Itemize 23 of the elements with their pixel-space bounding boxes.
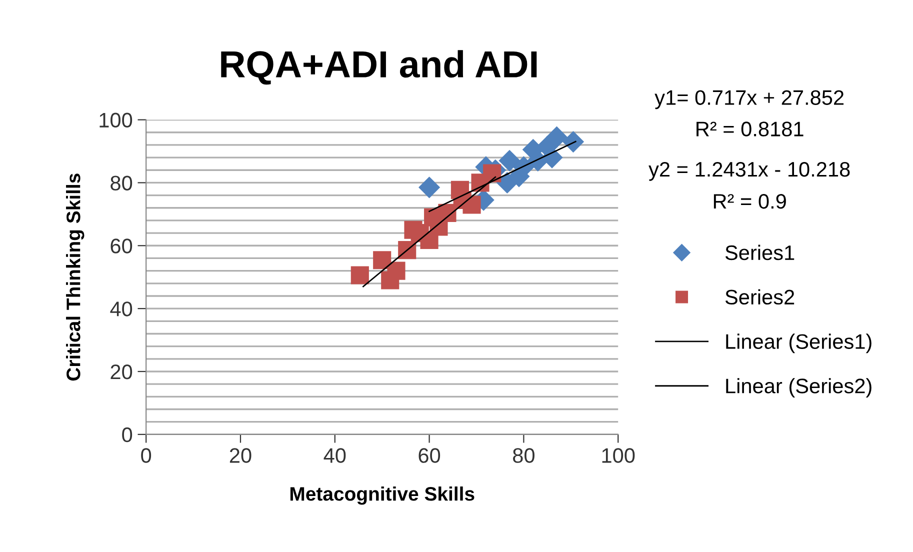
y-tick-label: 60 — [110, 238, 132, 254]
x-tick-label: 40 — [324, 448, 346, 463]
legend-label: Linear (Series1) — [726, 334, 872, 354]
x-tick-label: 0 — [141, 448, 152, 463]
x-axis-title: Metacognitive Skills — [290, 486, 474, 505]
text: R² = 0.8181 — [696, 122, 804, 136]
x-tick-label: 20 — [230, 448, 252, 463]
y-tick-label: 40 — [110, 302, 132, 316]
legend-label: Series2 — [725, 289, 794, 305]
text: y2 = 1.2431x - 10.218 — [648, 162, 850, 181]
y-tick-label: 100 — [100, 112, 132, 128]
legend-label: Series1 — [725, 244, 794, 260]
y-axis-title: Critical Thinking Skills — [66, 174, 84, 381]
y-tick-label: 80 — [110, 176, 132, 190]
x-tick-label: 60 — [418, 448, 440, 463]
legend-label: Linear (Series2) — [726, 378, 872, 398]
x-tick-label: 80 — [513, 448, 534, 463]
text: y1= 0.717x + 27.852 — [654, 90, 844, 110]
y-tick-label: 20 — [110, 364, 132, 380]
y-tick-label: 0 — [122, 427, 132, 442]
text: R² = 0.9 — [714, 194, 786, 209]
x-tick-label: 100 — [602, 448, 635, 463]
chart-title: RQA+ADI and ADI — [221, 50, 537, 85]
